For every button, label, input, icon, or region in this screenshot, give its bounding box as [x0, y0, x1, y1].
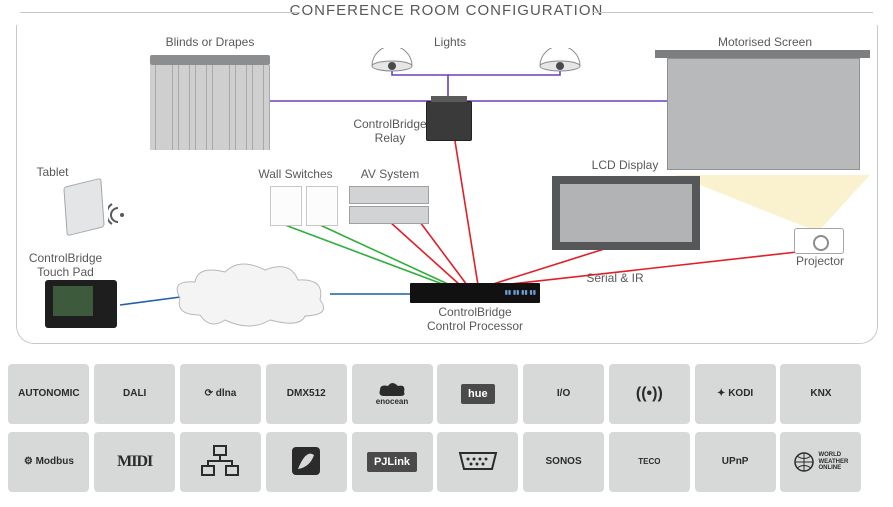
logo-tile: UPnP [695, 432, 776, 492]
device-light-left [370, 48, 414, 76]
logo-tile: ✦ KODI [695, 364, 776, 424]
network-cloud [170, 260, 330, 330]
device-control-processor: ▮▮ ▮▮ ▮▮ ▮▮ [410, 283, 540, 303]
device-wall-switch-1 [270, 186, 302, 226]
label-relay: ControlBridge Relay [350, 118, 430, 146]
label-serial: Serial & IR [575, 272, 655, 286]
label-touchpad: ControlBridge Touch Pad [18, 252, 113, 280]
label-projector: Projector [790, 255, 850, 269]
device-touchpad [45, 280, 117, 328]
partner-logos-row: AUTONOMICDALI⟳ dlnaDMX512enoceanhueI/O((… [6, 360, 886, 496]
label-screen: Motorised Screen [690, 36, 840, 50]
logo-tile: hue [437, 364, 518, 424]
logo-tile: MIDI [94, 432, 175, 492]
logo-tile: I/O [523, 364, 604, 424]
device-av-system [349, 186, 429, 222]
logo-tile: SONOS [523, 432, 604, 492]
device-projector [794, 228, 844, 254]
device-motorised-screen [655, 50, 870, 175]
label-lights: Lights [415, 36, 485, 50]
label-cpu: ControlBridge Control Processor [405, 306, 545, 334]
logo-tile: enocean [352, 364, 433, 424]
device-blinds: for(let i=0;i<21;i++)document.write('<di… [150, 55, 270, 150]
device-wall-switch-2 [306, 186, 338, 226]
logo-tile: ⟳ dlna [180, 364, 261, 424]
label-avsys: AV System [350, 168, 430, 182]
logo-tile: KNX [780, 364, 861, 424]
logo-tile: ((•)) [609, 364, 690, 424]
logo-tile: DMX512 [266, 364, 347, 424]
device-relay [426, 101, 472, 141]
logo-tile [180, 432, 261, 492]
logo-tile: PJLink [352, 432, 433, 492]
label-blinds: Blinds or Drapes [145, 36, 275, 50]
label-wallsw: Wall Switches [248, 168, 343, 182]
logo-tile: TECO [609, 432, 690, 492]
label-tablet: Tablet [25, 166, 80, 180]
logo-tile [266, 432, 347, 492]
wifi-icon [108, 200, 138, 230]
logo-tile: DALI [94, 364, 175, 424]
device-lcd-display [552, 176, 700, 250]
logo-tile: WORLD WEATHER ONLINE [780, 432, 861, 492]
logo-tile: AUTONOMIC [8, 364, 89, 424]
device-light-right [538, 48, 582, 76]
logo-tile [437, 432, 518, 492]
logo-tile: ⚙ Modbus [8, 432, 89, 492]
diagram-canvas: CONFERENCE ROOM CONFIGURATION Blinds or … [0, 0, 893, 507]
device-tablet [63, 178, 104, 237]
